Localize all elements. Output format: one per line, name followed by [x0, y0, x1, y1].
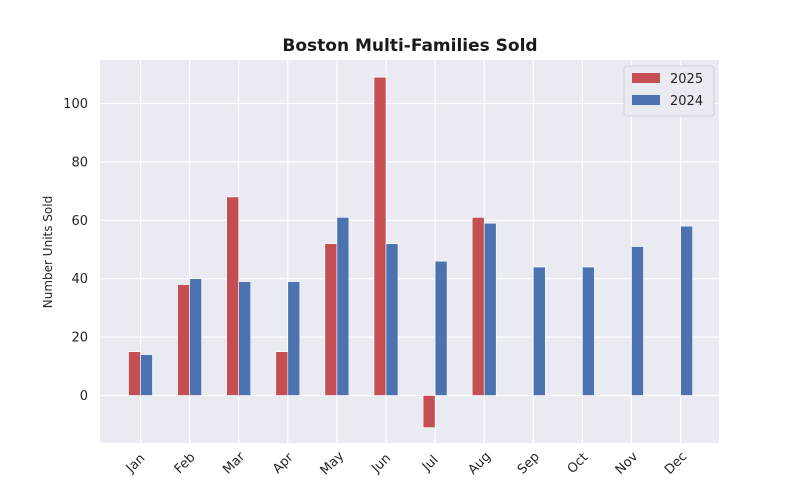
bar-2024-aug	[483, 222, 497, 396]
x-tick-label: Nov	[613, 449, 642, 478]
bar-2025-jan	[128, 351, 141, 396]
chart-title: Boston Multi-Families Sold	[282, 36, 537, 56]
legend-swatch-2025	[632, 73, 660, 83]
bar-2024-sep	[532, 266, 546, 396]
y-axis-label: Number Units Sold	[41, 196, 55, 308]
y-tick-label: 80	[71, 155, 88, 170]
legend-swatch-2024	[632, 95, 660, 105]
x-tick-label: May	[318, 449, 348, 479]
bar-2025-may	[324, 243, 338, 396]
bar-2024-apr	[287, 281, 301, 396]
plot-area	[100, 60, 719, 443]
bar-2025-jun	[373, 76, 387, 396]
bars	[128, 76, 693, 428]
bar-2024-feb	[189, 278, 202, 396]
y-tick-label: 40	[71, 272, 88, 287]
x-tick-label: Mar	[220, 449, 248, 477]
bar-2024-mar	[238, 281, 251, 396]
x-tick-label: Dec	[662, 449, 690, 477]
bar-2024-dec	[680, 225, 693, 396]
bar-2024-jul	[434, 260, 448, 396]
bar-2024-oct	[582, 266, 595, 396]
y-tick-label: 0	[80, 389, 88, 404]
legend: 2025 2024	[623, 65, 715, 117]
x-tick-label: Feb	[172, 450, 199, 477]
bar-2024-may	[336, 217, 350, 396]
y-tick-label: 60	[71, 214, 88, 229]
bar-2025-mar	[226, 196, 239, 396]
bar-2025-feb	[177, 284, 190, 396]
x-tick-label: Jan	[123, 451, 148, 476]
legend-label-2024: 2024	[670, 94, 703, 109]
bar-2025-apr	[275, 351, 289, 396]
x-tick-label: Apr	[270, 450, 297, 477]
y-ticks: 0 20 40 60 80 100	[63, 97, 88, 404]
bar-2024-jun	[385, 243, 399, 396]
x-tick-label: Jun	[368, 451, 394, 477]
x-ticks: Jan Feb Mar Apr May Jun Jul Aug Sep Oct Nov Dec	[123, 449, 690, 479]
x-tick-label: Jul	[419, 453, 441, 475]
bar-2025-jul	[422, 395, 436, 428]
x-tick-label: Oct	[565, 450, 592, 477]
y-tick-label: 20	[71, 331, 88, 346]
x-tick-label: Aug	[465, 449, 494, 478]
x-tick-label: Sep	[515, 450, 543, 478]
legend-label-2025: 2025	[670, 72, 703, 87]
bar-2024-jan	[140, 354, 153, 396]
y-tick-label: 100	[63, 97, 88, 112]
bar-2024-nov	[631, 246, 644, 396]
bar-2025-aug	[471, 217, 485, 396]
